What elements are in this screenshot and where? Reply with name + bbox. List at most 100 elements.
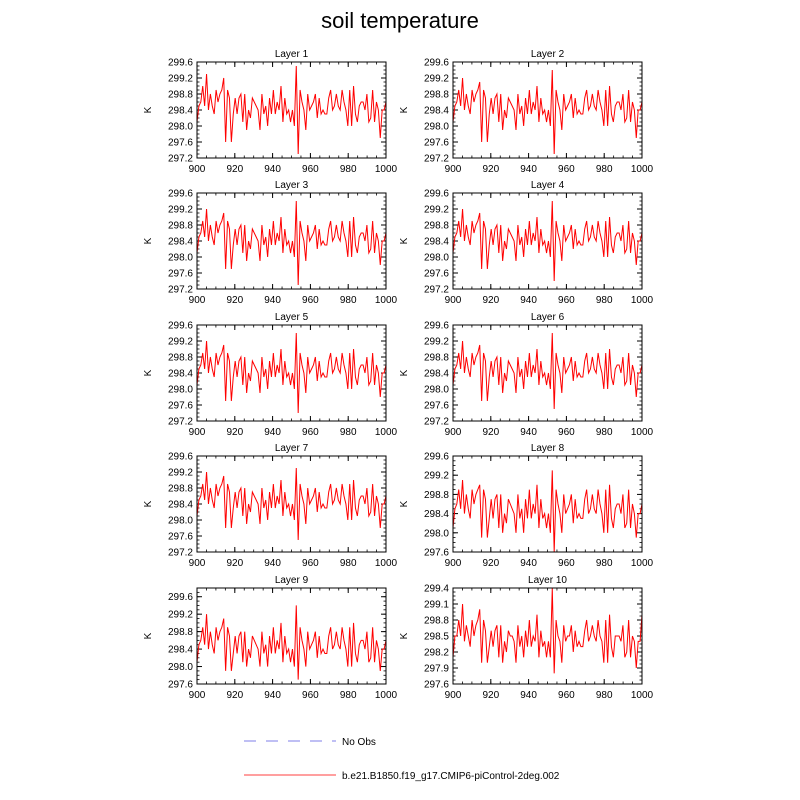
chart-panel-4: Layer 4 K 297.2 297.6 298.0 298.4 298.8 299.2 29…: [399, 180, 654, 306]
y-tick-label: 298.8: [424, 221, 449, 232]
x-tick-label: 900: [445, 690, 462, 701]
x-tick-label: 960: [558, 427, 575, 438]
y-tick-label: 298.0: [424, 122, 449, 133]
x-tick-label: 920: [226, 295, 243, 306]
y-tick-label: 298.4: [424, 369, 449, 380]
y-tick-label: 298.4: [424, 106, 449, 117]
y-tick-label: 298.8: [168, 484, 193, 495]
x-tick-label: 980: [340, 295, 357, 306]
y-tick-label: 298.0: [424, 528, 449, 539]
y-tick-label: 297.6: [424, 401, 449, 412]
y-tick-label: 299.2: [168, 610, 193, 621]
chart-panel-7: Layer 7 K 297.2 297.6 298.0 298.4 298.8 299.2 29…: [143, 443, 398, 569]
chart-title: soil temperature: [321, 8, 479, 33]
y-tick-label: 299.2: [168, 337, 193, 348]
x-tick-label: 1000: [631, 690, 654, 701]
y-tick-label: 298.4: [168, 369, 193, 380]
y-tick-label: 298.0: [168, 385, 193, 396]
x-tick-label: 940: [520, 295, 537, 306]
x-tick-label: 1000: [375, 690, 398, 701]
panel-title: Layer 4: [531, 180, 565, 191]
y-tick-label: 298.0: [424, 385, 449, 396]
chart-panel-5: Layer 5 K 297.2 297.6 298.0 298.4 298.8 299.2 29…: [143, 312, 398, 438]
x-tick-label: 920: [226, 427, 243, 438]
y-tick-label: 297.6: [168, 532, 193, 543]
plot-frame: [452, 192, 643, 290]
y-tick-label: 298.0: [168, 662, 193, 673]
x-tick-label: 960: [302, 558, 319, 569]
panel-title: Layer 10: [528, 575, 567, 586]
x-tick-label: 940: [520, 164, 537, 175]
x-tick-label: 900: [445, 164, 462, 175]
y-tick-label: 298.4: [424, 509, 449, 520]
x-tick-label: 960: [302, 427, 319, 438]
x-tick-label: 900: [189, 427, 206, 438]
chart-panel-3: Layer 3 K 297.2 297.6 298.0 298.4 298.8 299.2 29…: [143, 180, 398, 306]
x-tick-label: 980: [596, 427, 613, 438]
y-tick-label: 298.8: [168, 353, 193, 364]
x-tick-label: 920: [226, 164, 243, 175]
panel-title: Layer 8: [531, 443, 565, 454]
panel-title: Layer 5: [275, 312, 309, 323]
y-axis-label: K: [143, 237, 154, 244]
x-tick-label: 940: [264, 295, 281, 306]
y-tick-label: 298.4: [168, 237, 193, 248]
y-axis-label: K: [143, 632, 154, 639]
plot-frame: [196, 587, 387, 685]
panel-title: Layer 1: [275, 49, 309, 60]
x-tick-label: 960: [558, 164, 575, 175]
series-line: [196, 332, 387, 414]
x-tick-label: 900: [189, 690, 206, 701]
chart-panel-9: Layer 9 K 297.6 298.0 298.4 298.8 299.2 299.6 90…: [143, 575, 398, 701]
panel-title: Layer 7: [275, 443, 309, 454]
y-tick-label: 298.8: [424, 90, 449, 101]
y-axis-label: K: [399, 500, 410, 507]
plot-frame: [452, 61, 643, 159]
x-tick-label: 920: [226, 558, 243, 569]
series-line: [452, 332, 643, 410]
y-axis-label: K: [399, 369, 410, 376]
x-tick-label: 940: [264, 558, 281, 569]
y-tick-label: 297.2: [168, 285, 193, 296]
y-tick-label: 297.6: [424, 680, 449, 691]
series-line: [452, 200, 643, 282]
x-tick-label: 900: [189, 164, 206, 175]
y-axis-label: K: [399, 237, 410, 244]
plot-frame: [196, 324, 387, 422]
x-tick-label: 960: [558, 295, 575, 306]
y-tick-label: 298.0: [168, 122, 193, 133]
y-tick-label: 297.6: [424, 548, 449, 559]
y-tick-label: 299.4: [424, 584, 449, 595]
x-tick-label: 1000: [375, 558, 398, 569]
x-tick-label: 1000: [631, 558, 654, 569]
x-tick-label: 1000: [375, 295, 398, 306]
y-tick-label: 299.6: [424, 58, 449, 69]
y-tick-label: 297.6: [168, 269, 193, 280]
y-tick-label: 298.0: [424, 253, 449, 264]
y-axis-label: K: [143, 500, 154, 507]
y-tick-label: 299.2: [168, 205, 193, 216]
y-tick-label: 299.1: [424, 600, 449, 611]
y-tick-label: 299.6: [168, 452, 193, 463]
y-tick-label: 299.2: [424, 471, 449, 482]
legend-label-1: No Obs: [342, 737, 376, 748]
legend-label-2: b.e21.B1850.f19_g17.CMIP6-piControl-2deg…: [342, 771, 560, 782]
x-tick-label: 980: [340, 164, 357, 175]
x-tick-label: 940: [520, 558, 537, 569]
y-tick-label: 298.8: [168, 221, 193, 232]
y-tick-label: 299.6: [424, 321, 449, 332]
y-tick-label: 297.2: [168, 154, 193, 165]
x-tick-label: 980: [340, 690, 357, 701]
x-tick-label: 920: [482, 295, 499, 306]
x-tick-label: 980: [340, 558, 357, 569]
y-tick-label: 299.2: [424, 74, 449, 85]
chart-panel-10: Layer 10 K 297.6 297.9 298.2 298.5 298.8 299.1 2…: [399, 575, 654, 701]
y-tick-label: 297.6: [168, 401, 193, 412]
y-tick-label: 299.6: [168, 189, 193, 200]
x-tick-label: 940: [520, 690, 537, 701]
plot-frame: [452, 587, 643, 685]
y-tick-label: 298.4: [168, 106, 193, 117]
x-tick-label: 940: [264, 690, 281, 701]
x-tick-label: 980: [596, 558, 613, 569]
